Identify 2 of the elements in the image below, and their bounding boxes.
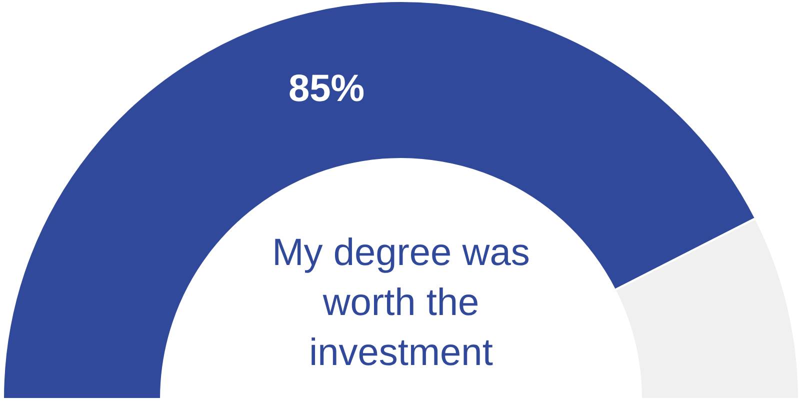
text: My degree was worth the investment	[272, 232, 530, 374]
data-label: 85%	[288, 68, 365, 110]
